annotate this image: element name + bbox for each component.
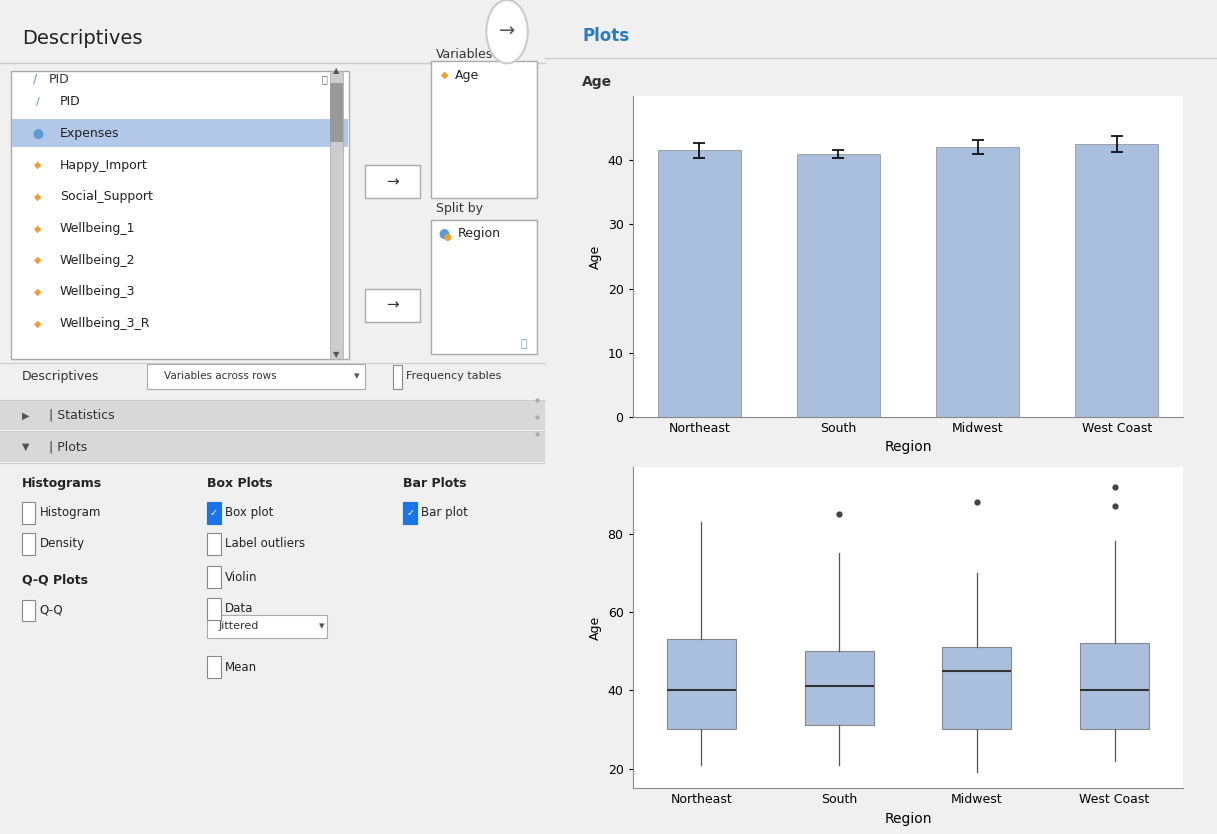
Bar [11, 71, 349, 359]
Text: | Plots: | Plots [49, 440, 88, 454]
Text: Box Plots: Box Plots [207, 477, 273, 490]
Text: | Statistics: | Statistics [49, 409, 114, 422]
Text: Variables: Variables [436, 48, 493, 61]
Bar [12, 119, 348, 147]
Bar [147, 364, 365, 389]
Text: Violin: Violin [225, 570, 258, 584]
Bar [22, 600, 35, 621]
Text: Histogram: Histogram [40, 506, 101, 520]
Bar [404, 502, 417, 524]
Text: Data: Data [225, 602, 253, 615]
Text: Age: Age [455, 68, 479, 82]
Text: ▾: ▾ [319, 621, 325, 631]
Text: Plots: Plots [582, 27, 629, 45]
Text: Bar Plots: Bar Plots [404, 477, 467, 490]
Text: Q-Q Plots: Q-Q Plots [22, 573, 88, 586]
Text: Social_Support: Social_Support [60, 190, 153, 203]
Text: Variables across rows: Variables across rows [163, 371, 276, 381]
Bar [431, 61, 537, 198]
Bar [431, 220, 537, 354]
PathPatch shape [1081, 643, 1149, 730]
Bar [207, 533, 220, 555]
Text: Bar plot: Bar plot [421, 506, 469, 520]
PathPatch shape [804, 651, 874, 726]
Circle shape [487, 0, 528, 63]
X-axis label: Region: Region [885, 811, 932, 826]
Text: PID: PID [60, 95, 80, 108]
Bar [207, 656, 220, 678]
Text: ✓: ✓ [211, 508, 218, 518]
Bar [22, 502, 35, 524]
Bar [22, 533, 35, 555]
Text: ▼: ▼ [333, 350, 340, 359]
Text: →: → [386, 298, 399, 313]
Text: ◆: ◆ [34, 287, 41, 297]
Text: ⬤: ⬤ [33, 128, 44, 138]
Y-axis label: Age: Age [589, 244, 602, 269]
Text: 🔍: 🔍 [321, 74, 327, 84]
Text: Mean: Mean [225, 661, 257, 674]
Text: ◆: ◆ [34, 224, 41, 234]
Text: Q-Q: Q-Q [40, 604, 63, 617]
Text: ⬤: ⬤ [439, 229, 450, 239]
Text: Wellbeing_2: Wellbeing_2 [60, 254, 135, 267]
Bar [330, 71, 343, 359]
Bar [797, 153, 880, 417]
Text: Density: Density [40, 537, 85, 550]
Bar [936, 148, 1020, 417]
Text: →: → [386, 174, 399, 189]
PathPatch shape [667, 640, 736, 730]
Text: /: / [33, 73, 37, 86]
Bar [207, 615, 327, 638]
Text: Box plot: Box plot [225, 506, 274, 520]
Text: ✓: ✓ [406, 508, 414, 518]
Text: /: / [37, 97, 40, 107]
Text: →: → [499, 23, 515, 41]
Bar [657, 150, 741, 417]
X-axis label: Region: Region [885, 440, 932, 455]
Text: ▲: ▲ [333, 66, 340, 74]
Text: ▾: ▾ [354, 371, 360, 381]
Text: Frequency tables: Frequency tables [406, 371, 501, 381]
Text: Descriptives: Descriptives [22, 29, 142, 48]
Text: ▶: ▶ [22, 410, 29, 420]
Bar [1075, 144, 1159, 417]
Text: ⬤: ⬤ [443, 234, 452, 241]
Text: Descriptives: Descriptives [22, 370, 99, 384]
Bar [207, 502, 220, 524]
Bar [207, 598, 220, 620]
Text: Wellbeing_1: Wellbeing_1 [60, 222, 135, 235]
Text: ◆: ◆ [34, 160, 41, 170]
Text: Expenses: Expenses [60, 127, 119, 140]
Text: ◆: ◆ [441, 70, 448, 80]
Text: Histograms: Histograms [22, 477, 102, 490]
Bar [365, 289, 420, 322]
Text: Wellbeing_3: Wellbeing_3 [60, 285, 135, 299]
Text: Region: Region [458, 227, 501, 240]
Text: PID: PID [49, 73, 69, 86]
Text: ◆: ◆ [34, 192, 41, 202]
Text: Age: Age [582, 75, 612, 89]
Bar [365, 165, 420, 198]
Text: ▼: ▼ [22, 442, 29, 452]
Bar [393, 365, 403, 389]
Text: ◆: ◆ [34, 319, 41, 329]
Text: Label outliers: Label outliers [225, 537, 305, 550]
Text: 👥: 👥 [520, 339, 527, 349]
Text: Happy_Import: Happy_Import [60, 158, 147, 172]
Bar [0, 432, 545, 462]
Text: ◆: ◆ [34, 255, 41, 265]
Bar [330, 83, 343, 142]
Bar [207, 566, 220, 588]
Text: Jittered: Jittered [218, 621, 258, 631]
Y-axis label: Age: Age [589, 615, 602, 640]
Bar [0, 400, 545, 430]
PathPatch shape [942, 647, 1011, 730]
Text: Split by: Split by [436, 202, 483, 215]
Text: Wellbeing_3_R: Wellbeing_3_R [60, 317, 151, 330]
